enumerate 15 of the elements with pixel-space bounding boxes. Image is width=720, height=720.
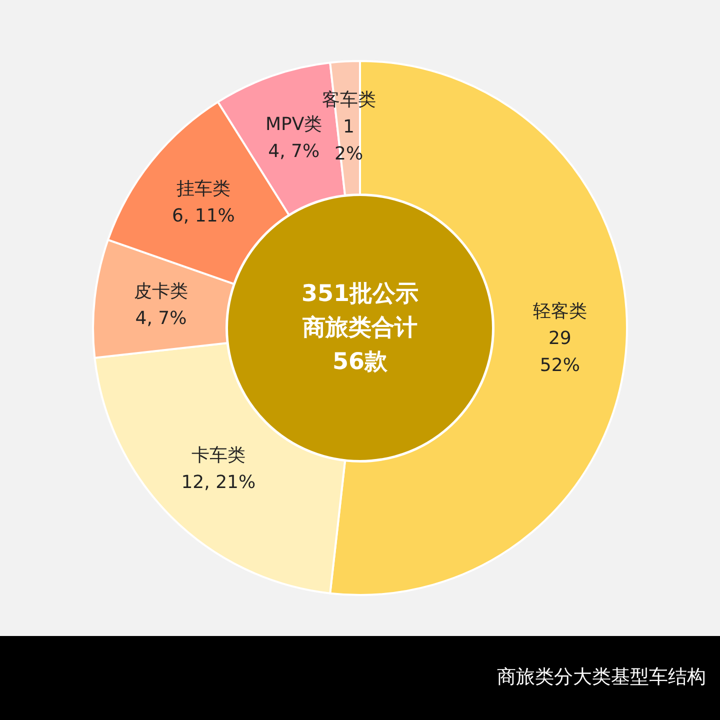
data-label: 29 52% [540, 328, 580, 376]
data-label: 6, 11% [172, 205, 235, 226]
data-label: 4, 7% [135, 308, 187, 329]
slice-label: 皮卡类 [134, 280, 188, 302]
slice-label: 挂车类 [176, 178, 230, 200]
slice-label: 卡车类 [191, 444, 246, 466]
data-label: 1 2% [334, 116, 364, 165]
text: 56款 [332, 348, 388, 377]
text: 商旅类合计 [302, 314, 418, 343]
data-label: 12, 21% [181, 472, 256, 493]
slice-label: MPV类 [266, 114, 322, 136]
text: 商旅类分大类基型车结构 [497, 665, 706, 690]
text: 351批公示 [301, 280, 418, 309]
slice-label: 轻客类 [532, 300, 587, 322]
data-label: 4, 7% [268, 141, 320, 162]
